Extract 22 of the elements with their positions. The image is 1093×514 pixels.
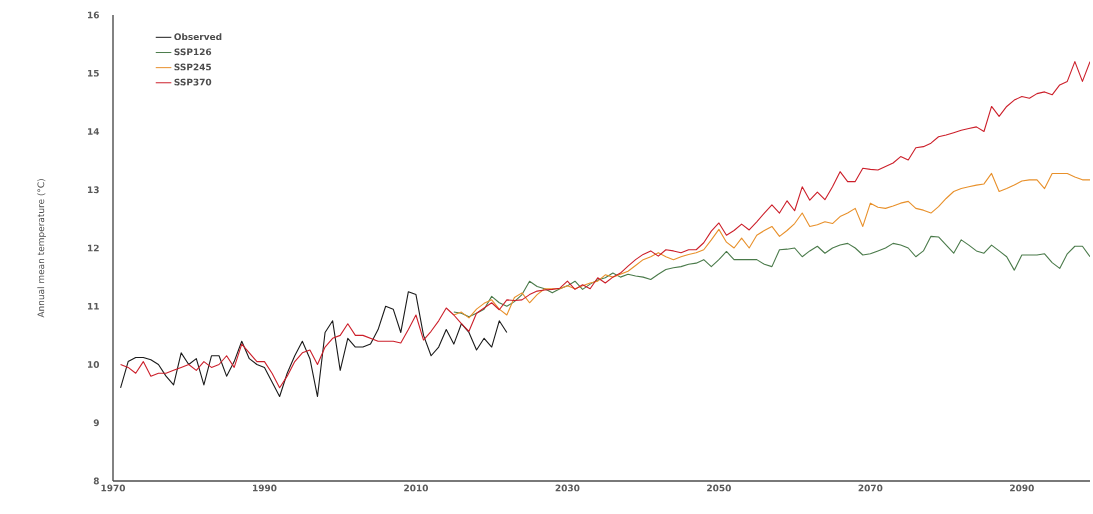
x-tick-label: 2070: [858, 484, 883, 492]
y-tick-label: 10: [88, 361, 100, 368]
y-tick-label: 8: [93, 477, 99, 485]
y-tick-label: 14: [88, 128, 100, 135]
y-tick-label: 11: [88, 302, 99, 310]
legend-label: SSP370: [174, 78, 212, 86]
y-tick-label: 13: [88, 186, 99, 194]
legend-label: Observed: [174, 33, 222, 41]
legend-label: SSP245: [174, 63, 212, 71]
x-tick-label: 1970: [101, 484, 126, 492]
x-tick-label: 2050: [707, 484, 731, 492]
x-tick-label: 2090: [1010, 484, 1034, 492]
x-tick-label: 2030: [555, 484, 580, 492]
y-tick-label: 16: [88, 11, 100, 19]
y-tick-label: 9: [93, 419, 99, 427]
x-tick-label: 1990: [253, 484, 277, 492]
legend-label: SSP126: [174, 48, 212, 56]
line-series: [120, 291, 508, 398]
y-tick-label: 12: [88, 244, 99, 252]
y-axis-title: Annual mean temperature (°C): [37, 179, 46, 318]
y-tick-label: 15: [88, 69, 99, 77]
x-tick-label: 2010: [404, 484, 429, 492]
